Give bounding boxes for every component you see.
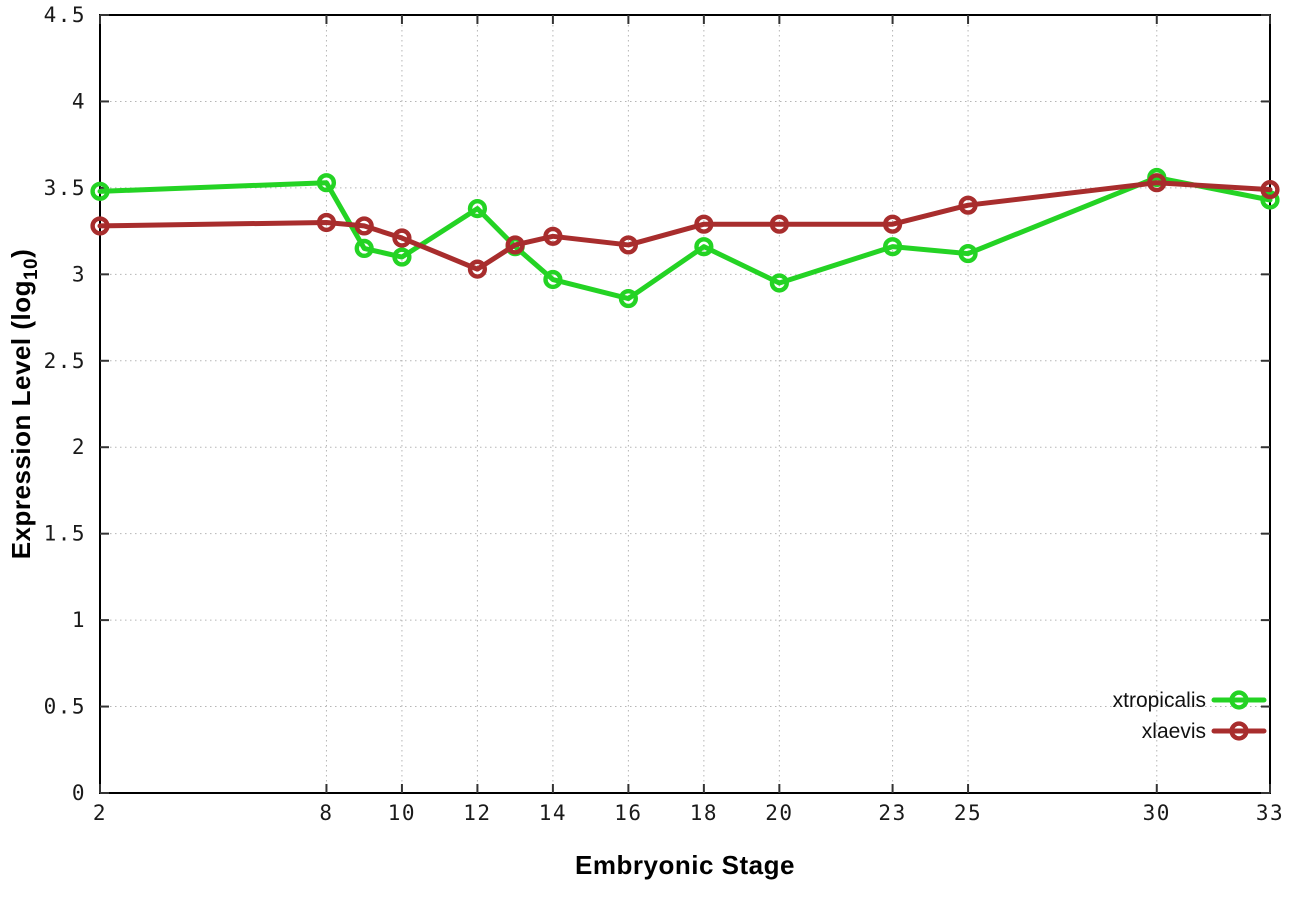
grid-layer [100, 15, 1270, 793]
plot-border-layer [99, 14, 1271, 794]
data-point-marker-xlaevis [958, 195, 978, 215]
data-point-marker-xlaevis [694, 214, 714, 234]
x-tick-label: 20 [765, 801, 793, 825]
data-point-marker-xtropicalis [882, 237, 903, 257]
data-point-marker-xtropicalis [769, 273, 789, 293]
y-tick-label: 2 [72, 435, 86, 459]
data-point-marker-xlaevis [769, 214, 789, 234]
data-point-marker-xlaevis [90, 216, 110, 236]
legend-label: xlaevis [1142, 720, 1206, 743]
legend-item-xlaevis: xlaevis [1142, 720, 1267, 743]
x-tick-label: 30 [1143, 801, 1171, 825]
x-tick-label: 10 [388, 801, 416, 825]
y-axis-title: Expression Level (log10) [6, 249, 42, 560]
y-tick-label: 1 [72, 608, 86, 632]
data-point-marker-xlaevis [1260, 180, 1280, 200]
data-point-marker-xtropicalis [618, 288, 638, 309]
tick-labels-layer: 2 8 10 12 14 16 18 20 23 25 30 33 0 0.5 1 1.5 2 2.5 3 3.5 4 4… [44, 3, 1284, 825]
x-tick-label: 16 [614, 801, 642, 825]
data-point-marker-xtropicalis [316, 173, 337, 193]
data-point-marker-xlaevis [543, 226, 563, 246]
x-tick-label: 12 [463, 801, 491, 825]
data-point-marker-xlaevis [316, 212, 337, 233]
data-point-marker-xtropicalis [354, 238, 374, 259]
x-tick-label: 33 [1256, 801, 1284, 825]
data-series-layer [90, 167, 1280, 309]
legend: xtropicalis xlaevis [1113, 689, 1267, 743]
y-tick-label: 1.5 [44, 522, 86, 546]
y-tick-label: 0.5 [44, 695, 86, 719]
y-tick-label: 3 [72, 262, 86, 286]
y-tick-label: 4.5 [44, 3, 86, 27]
data-point-marker-xlaevis [1147, 173, 1167, 193]
axis-ticks-layer [99, 14, 1271, 794]
data-point-marker-xtropicalis [467, 199, 488, 219]
y-tick-label: 0 [72, 781, 86, 805]
x-axis-title: Embryonic Stage [575, 850, 795, 880]
legend-label: xtropicalis [1113, 689, 1206, 712]
data-point-marker-xlaevis [354, 216, 374, 236]
plot-border [99, 14, 1271, 794]
legend-marker-icon [1229, 690, 1249, 710]
data-point-marker-xlaevis [882, 214, 903, 234]
data-point-marker-xlaevis [467, 259, 488, 279]
x-tick-label: 18 [690, 801, 718, 825]
y-tick-label: 4 [72, 89, 86, 113]
x-tick-label: 23 [878, 801, 906, 825]
y-tick-label: 2.5 [44, 349, 86, 373]
x-tick-label: 25 [954, 801, 982, 825]
data-point-marker-xtropicalis [543, 269, 563, 290]
data-point-marker-xtropicalis [392, 247, 412, 267]
data-point-marker-xtropicalis [694, 237, 714, 257]
x-tick-label: 14 [539, 801, 567, 825]
data-point-marker-xlaevis [505, 235, 525, 255]
x-tick-label: 2 [93, 801, 107, 825]
data-point-marker-xtropicalis [90, 181, 110, 201]
y-tick-label: 3.5 [44, 176, 86, 200]
data-point-marker-xtropicalis [958, 243, 978, 264]
data-point-marker-xtropicalis [1260, 190, 1280, 210]
data-point-marker-xlaevis [618, 235, 638, 255]
data-point-marker-xlaevis [392, 228, 412, 248]
legend-item-xtropicalis: xtropicalis [1113, 689, 1267, 712]
x-tick-label: 8 [319, 801, 333, 825]
legend-marker-icon [1229, 721, 1249, 741]
